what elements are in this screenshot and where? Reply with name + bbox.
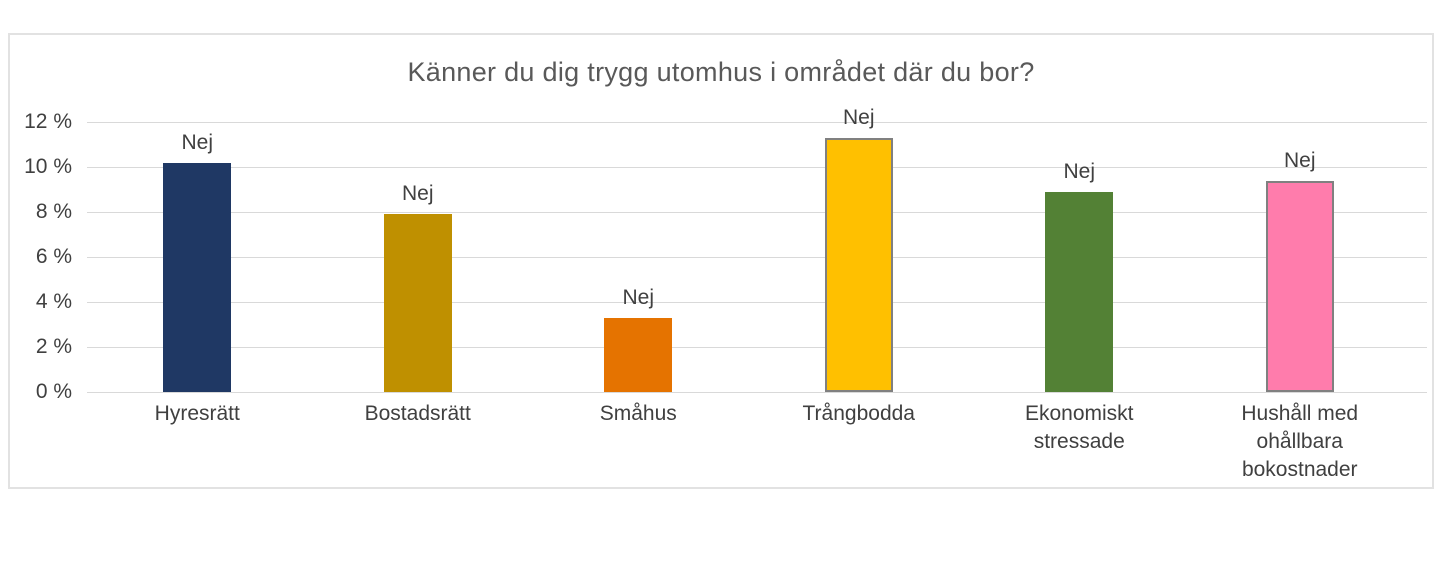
y-axis-tick-label: 12 % bbox=[24, 110, 72, 133]
bar-column: Nej Hushåll med ohållbara bokostnader bbox=[1190, 122, 1411, 482]
gridline bbox=[87, 257, 1427, 258]
x-axis-category-label: Trångbodda bbox=[802, 402, 915, 425]
bar-value-label: Nej bbox=[842, 105, 875, 129]
bar bbox=[1265, 180, 1334, 392]
gridline bbox=[87, 347, 1427, 348]
x-axis-category-label: Hushåll med ohållbara bokostnader bbox=[1241, 402, 1359, 481]
y-axis-tick-label: 8 % bbox=[35, 200, 72, 223]
gridline bbox=[87, 302, 1427, 303]
gridline bbox=[87, 122, 1427, 123]
bar-value-label: Nej bbox=[181, 130, 214, 154]
chart-title: Känner du dig trygg utomhus i området dä… bbox=[407, 57, 1035, 87]
bar-column: Nej Bostadsrätt bbox=[308, 122, 529, 425]
y-axis-tick-label: 0 % bbox=[35, 380, 72, 403]
gridline bbox=[87, 167, 1427, 168]
x-axis-category-label: Småhus bbox=[599, 402, 677, 425]
bar-column: Nej Ekonomiskt stressade bbox=[969, 122, 1190, 453]
bar-value-label: Nej bbox=[1063, 159, 1096, 183]
y-axis-tick-label: 4 % bbox=[35, 290, 72, 313]
gridline bbox=[87, 392, 1427, 393]
y-axis-tick-label: 6 % bbox=[35, 245, 72, 268]
bar bbox=[824, 137, 893, 392]
bar-column: Nej Trångbodda bbox=[749, 106, 970, 425]
bar-value-label: Nej bbox=[622, 285, 655, 309]
y-axis-tick-label: 2 % bbox=[35, 335, 72, 358]
gridline bbox=[87, 212, 1427, 213]
bar bbox=[163, 162, 232, 392]
bar-value-label: Nej bbox=[401, 182, 434, 206]
bar bbox=[1045, 191, 1114, 392]
x-axis-category-label: Hyresrätt bbox=[154, 402, 240, 425]
bar-value-label: Nej bbox=[1283, 148, 1316, 172]
bar-column: Nej Småhus bbox=[528, 122, 749, 425]
bar bbox=[383, 214, 452, 392]
x-axis-category-label: Bostadsrätt bbox=[364, 402, 471, 425]
chart-card: Känner du dig trygg utomhus i området dä… bbox=[8, 33, 1434, 489]
x-axis-category-label: Ekonomiskt stressade bbox=[1024, 402, 1134, 453]
y-axis-tick-label: 10 % bbox=[24, 155, 72, 178]
plot-area: Nej Hyresrätt Nej Bostadsrätt Nej Småhus Nej Tr… bbox=[87, 106, 1411, 482]
bar bbox=[604, 317, 673, 392]
bar-column: Nej Hyresrätt bbox=[87, 122, 308, 426]
